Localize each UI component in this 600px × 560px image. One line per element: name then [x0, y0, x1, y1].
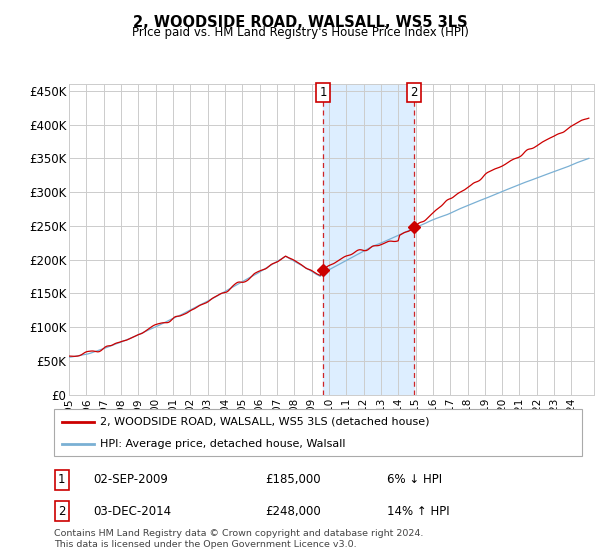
Text: 03-DEC-2014: 03-DEC-2014: [94, 505, 172, 518]
Text: 1: 1: [58, 473, 65, 487]
Text: 02-SEP-2009: 02-SEP-2009: [94, 473, 169, 487]
Text: 6% ↓ HPI: 6% ↓ HPI: [386, 473, 442, 487]
Bar: [323, 84, 414, 395]
Text: 14% ↑ HPI: 14% ↑ HPI: [386, 505, 449, 518]
Text: 1: 1: [319, 86, 327, 99]
Text: HPI: Average price, detached house, Walsall: HPI: Average price, detached house, Wals…: [100, 438, 346, 449]
Text: 2, WOODSIDE ROAD, WALSALL, WS5 3LS: 2, WOODSIDE ROAD, WALSALL, WS5 3LS: [133, 15, 467, 30]
Text: £185,000: £185,000: [265, 473, 321, 487]
Text: 2: 2: [410, 86, 418, 99]
Text: Contains HM Land Registry data © Crown copyright and database right 2024.
This d: Contains HM Land Registry data © Crown c…: [54, 529, 424, 549]
Text: Price paid vs. HM Land Registry's House Price Index (HPI): Price paid vs. HM Land Registry's House …: [131, 26, 469, 39]
Text: 2, WOODSIDE ROAD, WALSALL, WS5 3LS (detached house): 2, WOODSIDE ROAD, WALSALL, WS5 3LS (deta…: [100, 417, 430, 427]
Text: 2: 2: [58, 505, 65, 518]
FancyBboxPatch shape: [54, 409, 582, 456]
Text: £248,000: £248,000: [265, 505, 321, 518]
